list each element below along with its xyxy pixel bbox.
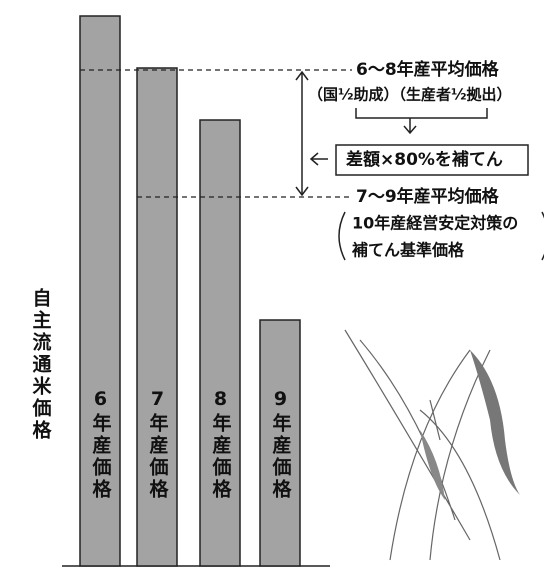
bar [136, 67, 178, 567]
bar [79, 15, 121, 567]
y-axis-label: 自主流通米価格 [30, 287, 53, 442]
difference-arrow [295, 70, 309, 197]
avg-label: 6〜8年産平均価格 [356, 59, 500, 80]
arrow [309, 152, 328, 166]
bar-label: 9年産価格 [270, 388, 293, 501]
bar-label: 7年産価格 [147, 388, 170, 501]
bar [259, 319, 301, 567]
compensation-label: 差額×80%を補てん [346, 149, 503, 170]
rice-illustration [344, 329, 520, 561]
bar-label: 8年産価格 [210, 388, 233, 501]
bar [199, 119, 241, 567]
avg-label: 7〜9年産平均価格 [356, 186, 500, 207]
bar-label: 6年産価格 [90, 388, 113, 501]
compensation-box [335, 144, 529, 176]
funding-label: （国½助成）（生産者½拠出） [308, 86, 512, 104]
standard-label: 10年産経営安定対策の [352, 214, 518, 233]
standard-label: 補てん基準価格 [351, 241, 465, 260]
bracket [355, 108, 488, 135]
